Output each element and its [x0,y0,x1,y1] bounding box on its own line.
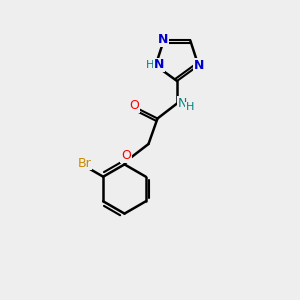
Text: N: N [158,33,168,46]
Text: Br: Br [78,157,92,170]
Text: N: N [194,59,204,72]
Text: N: N [178,97,187,110]
Text: H: H [146,60,154,70]
Text: H: H [185,102,194,112]
Text: O: O [129,99,139,112]
Text: N: N [154,58,164,71]
Text: O: O [121,149,131,163]
